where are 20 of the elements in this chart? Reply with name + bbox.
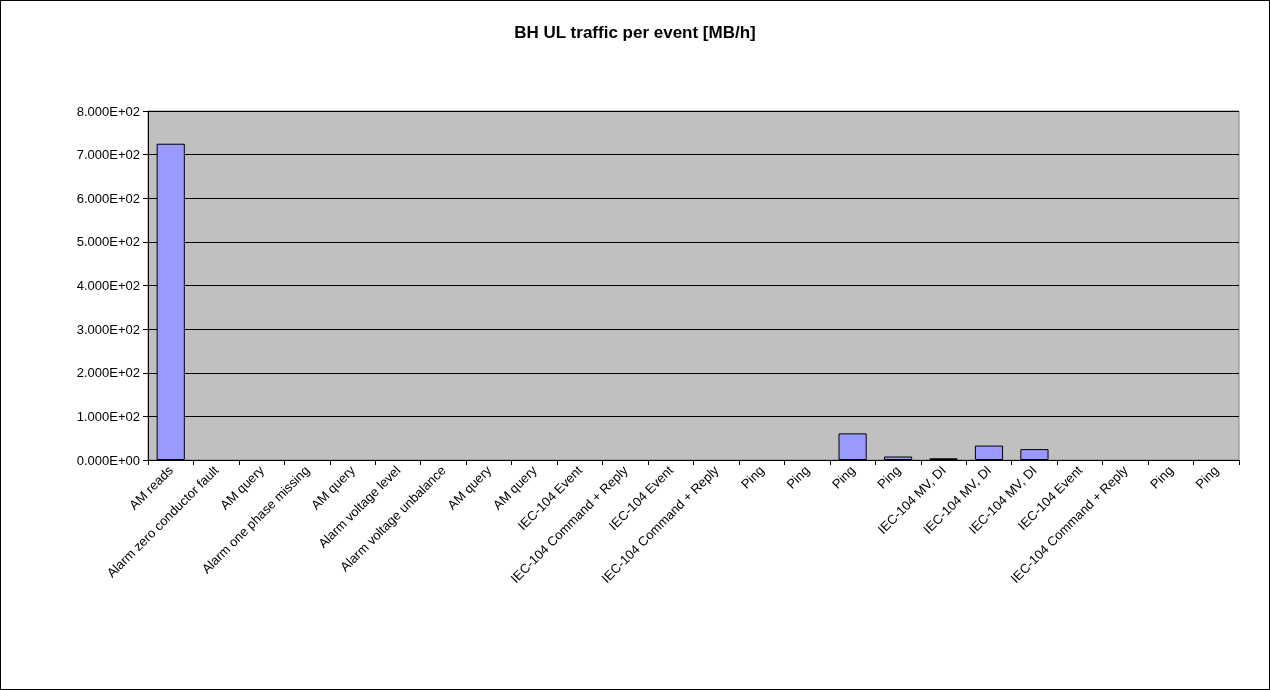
y-tick-label: 6.000E+02 <box>76 190 140 206</box>
y-tick-label: 3.000E+02 <box>76 321 140 337</box>
x-tick-label: Ping <box>738 462 767 492</box>
x-tick-label: Ping <box>874 462 904 492</box>
x-tick-label: Ping <box>828 462 858 492</box>
x-tick-label: Ping <box>1147 462 1177 492</box>
x-tick-label: Ping <box>1192 462 1222 492</box>
y-tick-label: 2.000E+02 <box>76 365 140 381</box>
bar <box>838 433 867 460</box>
y-tick-label: 7.000E+02 <box>76 147 140 163</box>
y-tick-label: 8.000E+02 <box>76 103 140 119</box>
y-tick-label: 5.000E+02 <box>76 234 140 250</box>
bar <box>883 456 913 460</box>
y-tick-label: 4.000E+02 <box>76 278 140 293</box>
y-tick-label: 1.000E+02 <box>76 408 140 424</box>
x-tick-label: Ping <box>783 462 813 492</box>
bar <box>974 445 1004 460</box>
chart-title: BH UL traffic per event [MB/h] <box>514 23 756 42</box>
y-tick-label: 0.000E+00 <box>76 452 140 468</box>
bar <box>1020 449 1049 460</box>
